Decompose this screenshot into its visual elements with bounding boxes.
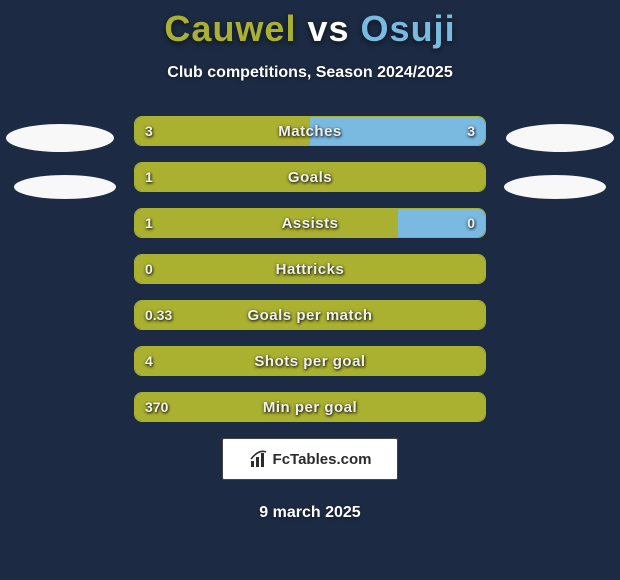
stat-value-left: 1 xyxy=(145,163,153,191)
player2-name: Osuji xyxy=(361,8,456,49)
stat-label: Goals per match xyxy=(135,301,485,329)
stat-value-left: 370 xyxy=(145,393,168,421)
vs-text: vs xyxy=(307,8,349,49)
stat-label: Goals xyxy=(135,163,485,191)
stat-row: Matches3 3 xyxy=(134,116,486,146)
stat-row: Goals per match0.33 xyxy=(134,300,486,330)
brand-box[interactable]: FcTables.com xyxy=(222,438,398,480)
stat-row: Hattricks0 xyxy=(134,254,486,284)
stat-label: Shots per goal xyxy=(135,347,485,375)
stats-area: Matches33Goals1Assists10Hattricks0Goals … xyxy=(134,116,486,422)
stat-label: Hattricks xyxy=(135,255,485,283)
date-text: 9 march 2025 xyxy=(0,504,620,522)
bars-icon xyxy=(249,449,269,469)
page-title: Cauwel vs Osuji xyxy=(0,8,620,50)
stat-value-left: 0 xyxy=(145,255,153,283)
stat-row: Min per goal370 xyxy=(134,392,486,422)
stat-value-left: 1 xyxy=(145,209,153,237)
stat-value-left: 0.33 xyxy=(145,301,172,329)
stat-value-left: 4 xyxy=(145,347,153,375)
stat-label: Matches xyxy=(135,117,485,145)
stat-value-right: 3 xyxy=(467,117,475,145)
player1-name: Cauwel xyxy=(164,8,296,49)
stat-value-left: 3 xyxy=(145,117,153,145)
stat-row: Assists1 0 xyxy=(134,208,486,238)
subtitle: Club competitions, Season 2024/2025 xyxy=(0,64,620,82)
player2-avatar-top xyxy=(506,124,614,152)
stat-label: Assists xyxy=(135,209,485,237)
player2-avatar-bottom xyxy=(504,175,606,199)
brand-text: FcTables.com xyxy=(273,451,372,468)
stat-row: Shots per goal4 xyxy=(134,346,486,376)
page-root: Cauwel vs Osuji Club competitions, Seaso… xyxy=(0,0,620,580)
player1-avatar-bottom xyxy=(14,175,116,199)
stat-value-right: 0 xyxy=(467,209,475,237)
stat-row: Goals1 xyxy=(134,162,486,192)
stat-label: Min per goal xyxy=(135,393,485,421)
player1-avatar-top xyxy=(6,124,114,152)
